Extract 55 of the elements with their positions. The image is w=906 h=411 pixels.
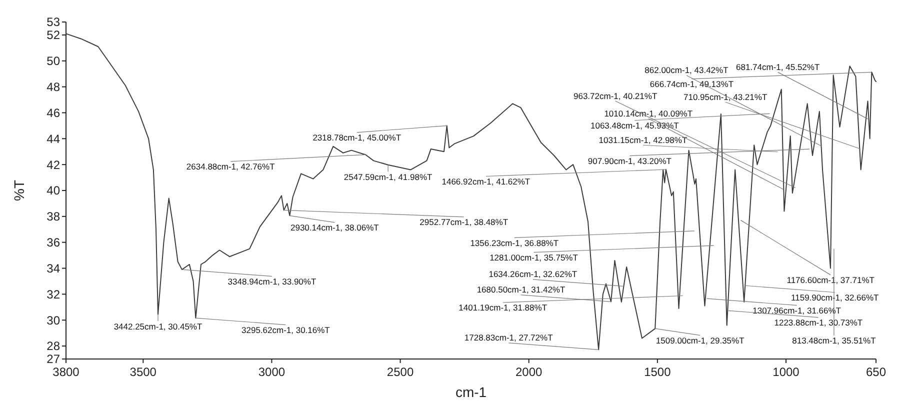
annotation: 862.00cm-1, 43.42%T <box>644 65 728 76</box>
annotation: 2547.59cm-1, 41.98%T <box>344 172 432 182</box>
annotation: 681.74cm-1, 45.52%T <box>736 62 820 72</box>
annotation: 1223.88cm-1, 30.73%T <box>774 318 863 328</box>
y-tick-label: 42 <box>46 158 60 172</box>
annotation: 666.74cm-1, 49.13%T <box>650 79 734 90</box>
x-tick-label: 650 <box>866 365 886 379</box>
annotation: 1176.60cm-1, 37.71%T <box>786 275 874 286</box>
annotation: 3295.62cm-1, 30.16%T <box>242 325 330 336</box>
annotation: 2318.78cm-1, 45.00%T <box>312 132 402 143</box>
annotation: 710.95cm-1, 43.21%T <box>684 92 768 102</box>
y-tick-label: 44 <box>46 132 60 146</box>
annotation: 3348.94cm-1, 33.90%T <box>228 276 316 287</box>
annotation: 1307.96cm-1, 31.66%T <box>752 306 841 316</box>
annotation: 963.72cm-1, 40.21%T <box>574 90 658 101</box>
y-tick-label: 53 <box>46 15 60 30</box>
annotation: 1063.48cm-1, 45.93%T <box>590 120 679 131</box>
annotation: 2634.88cm-1, 42.76%T <box>186 162 275 172</box>
y-tick-label: 40 <box>46 184 60 198</box>
x-axis-title: cm-1 <box>455 384 487 400</box>
y-tick-label: 36 <box>46 236 60 250</box>
y-tick-label: 48 <box>46 80 60 94</box>
annotation: 1356.23cm-1, 36.88%T <box>470 238 559 248</box>
annotation: 1680.50cm-1, 31.42%T <box>476 284 566 295</box>
y-tick-label: 27 <box>46 352 60 366</box>
annotation: 1401.19cm-1, 31.88%T <box>458 302 548 313</box>
annotation: 1281.00cm-1, 35.75%T <box>490 252 578 263</box>
x-tick-label: 3000 <box>258 365 286 379</box>
y-tick-label: 30 <box>46 313 60 328</box>
y-tick-label: 46 <box>46 106 60 120</box>
y-tick-label: 34 <box>46 261 60 276</box>
y-axis-title: %T <box>11 180 27 201</box>
annotation: 2930.14cm-1, 38.06%T <box>290 222 379 233</box>
annotation: 2952.77cm-1, 38.48%T <box>420 217 508 228</box>
annotation: 1466.92cm-1, 41.62%T <box>442 176 530 186</box>
x-tick-label: 3500 <box>130 365 157 379</box>
y-tick-label: 38 <box>46 210 60 224</box>
annotation: 1634.26cm-1, 32.62%T <box>488 269 578 280</box>
x-tick-label: 1000 <box>772 365 800 379</box>
x-tick-label: 2000 <box>516 365 543 379</box>
x-tick-label: 1500 <box>644 365 672 379</box>
y-tick-label: 52 <box>46 28 60 42</box>
annotation: 1509.00cm-1, 29.35%T <box>656 336 744 346</box>
line-series <box>66 33 876 350</box>
annotation: 907.90cm-1, 43.20%T <box>588 156 672 166</box>
annotation: 1031.15cm-1, 42.98%T <box>598 134 688 145</box>
y-tick-label: 32 <box>46 287 60 302</box>
y-tick-label: 28 <box>46 339 60 354</box>
x-tick-label: 2500 <box>386 365 414 379</box>
annotation: 1159.90cm-1, 32.66%T <box>791 292 879 303</box>
y-tick-label: 50 <box>46 54 60 68</box>
annotation: 3442.25cm-1, 30.45%T <box>114 321 202 332</box>
annotation: 1728.83cm-1, 27.72%T <box>464 332 553 343</box>
annotation: 813.48cm-1, 35.51%T <box>792 336 876 346</box>
x-tick-label: 3800 <box>52 365 80 379</box>
